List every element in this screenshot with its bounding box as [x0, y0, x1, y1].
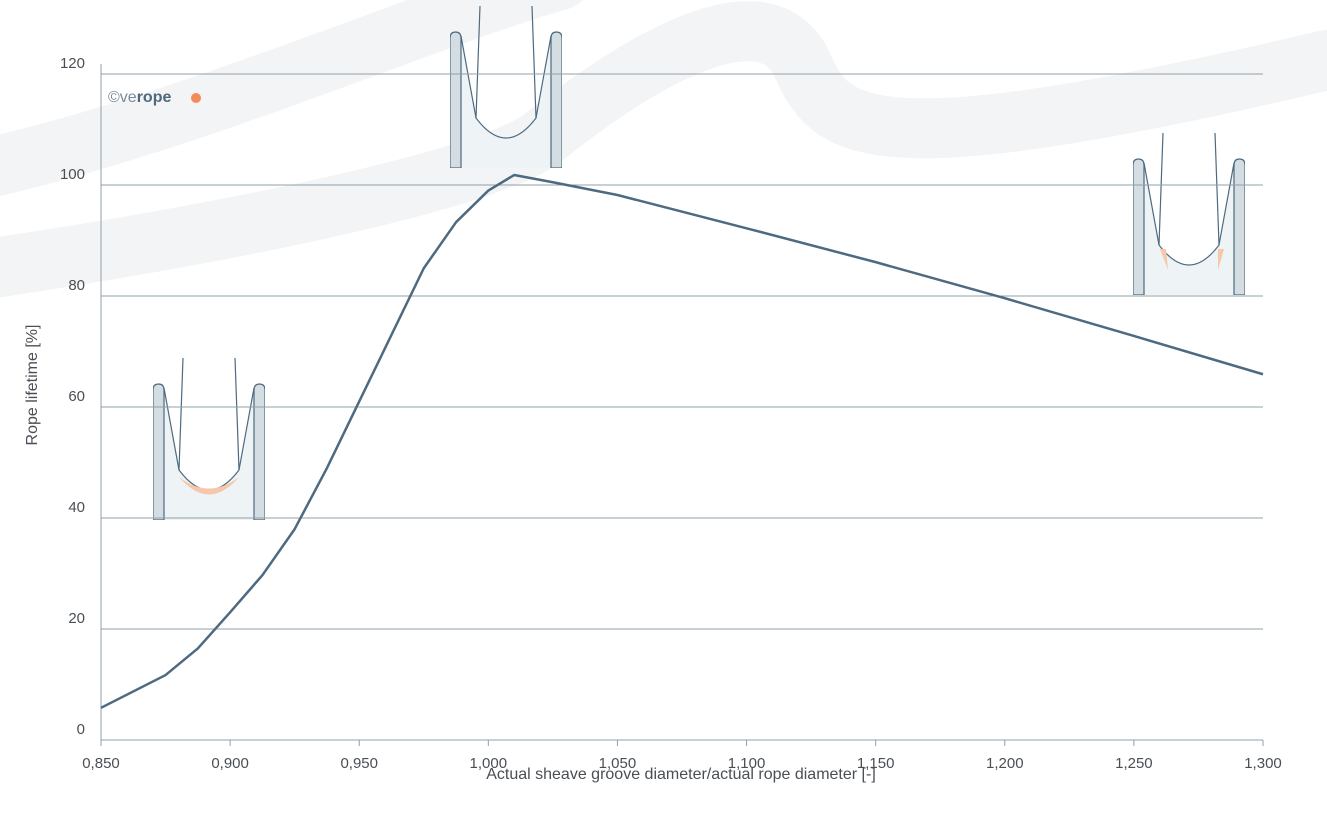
x-tick-label: 1,200 [986, 755, 1024, 772]
x-tick-label: 1,150 [857, 755, 895, 772]
x-tick-label: 0,900 [211, 755, 249, 772]
groove-wide [1133, 133, 1245, 295]
x-tick-label: 1,100 [728, 755, 766, 772]
logo-mark [191, 93, 201, 103]
y-tick-label: 60 [68, 388, 85, 405]
wear-zone [179, 477, 239, 495]
groove-narrow [153, 358, 265, 520]
logo-prefix: ve [120, 89, 137, 106]
logo-symbol: © [108, 89, 120, 106]
x-axis-label: Actual sheave groove diameter/actual rop… [486, 766, 876, 783]
x-tick-label: 0,850 [82, 755, 120, 772]
y-tick-label: 80 [68, 277, 85, 294]
x-tick-label: 1,000 [470, 755, 508, 772]
data-line [100, 173, 1264, 709]
logo: ©verope [108, 89, 171, 106]
logo-emphasis: rope [137, 89, 172, 106]
x-tick-label: 1,300 [1244, 755, 1282, 772]
y-tick-label: 120 [60, 55, 85, 72]
y-tick-label: 100 [60, 166, 85, 183]
x-tick-label: 1,250 [1115, 755, 1153, 772]
y-axis-label: Rope lifetime [%] [24, 325, 41, 446]
y-tick-label: 20 [68, 610, 85, 627]
x-tick-label: 1,050 [599, 755, 637, 772]
y-tick-label: 40 [68, 499, 85, 516]
background-swooshes [0, 0, 1327, 298]
y-tick-label: 0 [77, 721, 85, 738]
x-tick-label: 0,950 [340, 755, 378, 772]
groove-icons [153, 6, 1245, 520]
